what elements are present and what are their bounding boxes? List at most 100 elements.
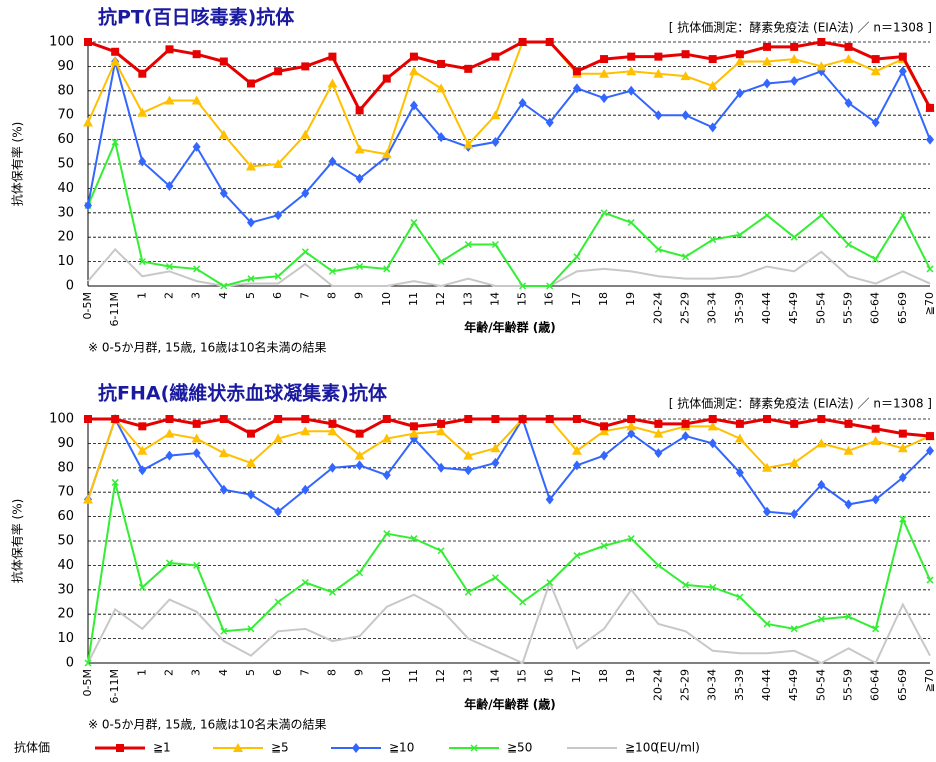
marker xyxy=(545,494,554,505)
series-line xyxy=(87,482,931,664)
legend-label: ≧50 xyxy=(507,741,532,755)
method-note: [ 抗体価測定：酵素免疫法 (EIA法) ／ n＝1308 ] xyxy=(669,20,932,35)
marker xyxy=(165,45,174,54)
x-axis-label: 年齢/年齢群 (歳) xyxy=(464,320,556,335)
y-tick-label: 50 xyxy=(57,157,74,172)
marker xyxy=(84,415,92,423)
marker xyxy=(328,156,337,167)
marker xyxy=(600,542,608,550)
x-tick-label: 13 xyxy=(461,669,474,683)
marker xyxy=(491,52,500,61)
marker xyxy=(573,253,581,261)
x-tick-label: 6-11M xyxy=(108,669,121,703)
x-tick-label: 19 xyxy=(624,669,637,683)
marker xyxy=(437,258,445,266)
x-tick-label: 7 xyxy=(298,292,311,299)
marker xyxy=(571,445,582,455)
x-tick-label: 0-5M xyxy=(81,292,94,319)
marker xyxy=(218,448,229,458)
marker xyxy=(926,103,934,112)
marker xyxy=(709,236,717,244)
marker xyxy=(246,217,255,228)
x-tick-label: 14 xyxy=(488,292,501,306)
marker xyxy=(735,50,744,59)
marker xyxy=(817,415,826,423)
series-line xyxy=(87,138,931,288)
marker xyxy=(735,88,744,99)
x-tick-label: 30-34 xyxy=(706,669,719,701)
x-tick-label: 6-11M xyxy=(108,292,121,326)
marker xyxy=(546,282,554,290)
marker xyxy=(233,743,243,752)
marker xyxy=(519,598,527,606)
x-tick-label: 8 xyxy=(325,292,338,299)
marker xyxy=(680,71,691,81)
y-tick-label: 70 xyxy=(57,485,74,500)
marker xyxy=(84,38,92,46)
y-tick-label: 20 xyxy=(57,607,74,622)
marker xyxy=(219,484,228,495)
x-tick-label: 40-44 xyxy=(760,292,773,324)
marker xyxy=(192,448,201,459)
marker xyxy=(192,141,201,152)
marker xyxy=(627,85,636,96)
marker xyxy=(926,432,934,441)
marker xyxy=(410,219,418,227)
x-tick-label: 18 xyxy=(597,669,610,683)
marker xyxy=(274,415,283,423)
marker xyxy=(844,613,853,621)
marker xyxy=(246,79,255,88)
marker xyxy=(470,744,478,752)
series-line xyxy=(87,61,931,224)
marker xyxy=(437,462,446,473)
marker xyxy=(709,583,717,591)
marker xyxy=(437,547,445,555)
marker xyxy=(464,588,472,596)
marker xyxy=(573,552,581,560)
legend-label: ≧5 xyxy=(271,741,289,755)
x-tick-label: 3 xyxy=(190,292,203,299)
marker xyxy=(681,50,690,59)
marker xyxy=(518,38,527,46)
marker xyxy=(600,450,609,461)
marker xyxy=(220,627,228,635)
marker xyxy=(844,98,853,108)
marker xyxy=(220,282,228,290)
marker xyxy=(356,262,364,271)
marker xyxy=(926,445,934,456)
marker xyxy=(382,470,391,481)
marker xyxy=(762,462,773,472)
marker xyxy=(817,211,825,219)
marker xyxy=(763,211,771,219)
marker xyxy=(762,56,773,66)
x-tick-label: 17 xyxy=(570,292,583,306)
marker xyxy=(626,421,637,431)
series-line xyxy=(87,40,932,114)
y-tick-label: 80 xyxy=(57,83,74,98)
marker xyxy=(301,248,309,256)
marker xyxy=(138,583,146,591)
marker xyxy=(382,415,391,423)
marker xyxy=(491,415,500,423)
marker xyxy=(327,78,338,88)
marker xyxy=(116,744,124,752)
marker xyxy=(870,66,881,76)
marker xyxy=(164,95,175,105)
marker xyxy=(274,67,283,76)
marker xyxy=(165,559,174,567)
marker xyxy=(844,419,853,428)
legend-unit: (EU/ml) xyxy=(655,741,700,755)
x-tick-label: 50-54 xyxy=(814,669,827,701)
series-line xyxy=(87,417,931,500)
marker xyxy=(734,433,745,443)
marker xyxy=(437,59,446,68)
marker xyxy=(301,188,310,199)
marker xyxy=(83,117,93,127)
marker xyxy=(871,424,880,433)
series-line xyxy=(87,41,931,168)
marker xyxy=(84,200,92,211)
x-tick-label: 0-5M xyxy=(81,669,94,696)
marker xyxy=(355,460,364,471)
marker xyxy=(491,574,499,582)
marker xyxy=(301,484,310,495)
